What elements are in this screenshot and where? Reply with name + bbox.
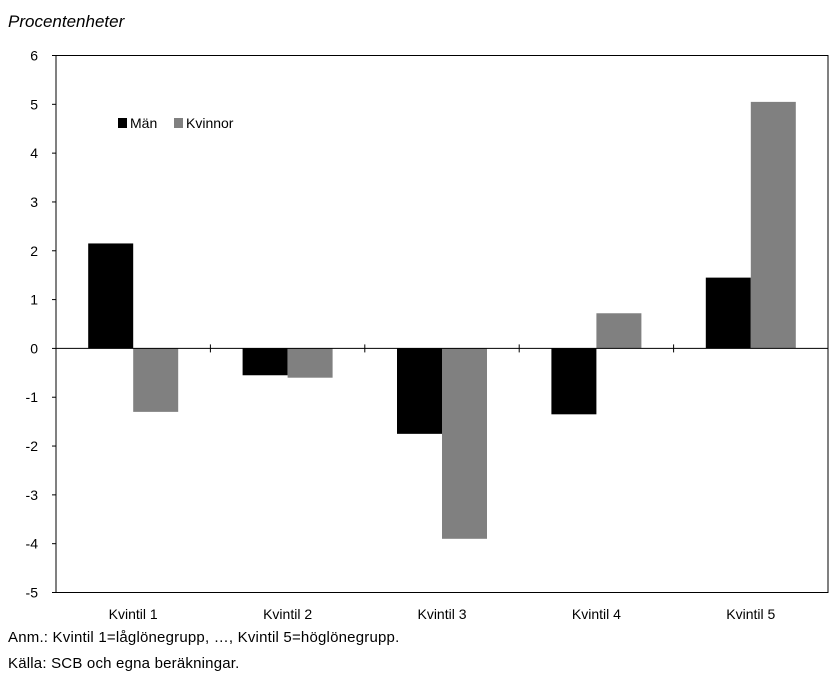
y-tick-label: 3 [30,194,38,210]
y-axis-unit-label: Procentenheter [8,12,125,31]
bar-man [242,348,288,376]
y-tick-label: 2 [30,243,38,259]
legend: Män Kvinnor [118,115,234,131]
bar-kvinnor [596,313,642,349]
bar-kvinnor [442,348,487,539]
bar-kvinnor [750,101,796,349]
x-category-label: Kvintil 1 [109,606,158,622]
y-tick-label: 5 [30,96,38,112]
y-tick-label: 4 [30,145,38,161]
y-tick-label: 6 [30,48,38,64]
y-tick-label: -4 [26,536,39,552]
plot-area-frame [55,55,829,593]
x-category-label: Kvintil 5 [726,606,775,622]
y-tick-label: -3 [26,487,39,503]
legend-label: Kvinnor [186,115,234,131]
chart-note: Anm.: Kvintil 1=låglönegrupp, …, Kvintil… [8,629,400,646]
y-axis: 6 5 4 3 2 1 0 -1 -2 -3 -4 -5 [26,48,56,601]
bar-man [705,277,751,349]
bar-man [551,348,597,415]
y-tick-label: 0 [30,340,38,356]
y-tick-label: -2 [26,438,39,454]
chart-source: Källa: SCB och egna beräkningar. [8,655,240,672]
legend-swatch [174,118,183,128]
y-tick-label: -1 [26,389,39,405]
x-category-label: Kvintil 4 [572,606,621,622]
bar-group [88,101,796,539]
bar-man [88,243,134,349]
bar-kvinnor [287,348,333,378]
x-category-label: Kvintil 2 [263,606,312,622]
y-tick-label: 1 [30,292,38,308]
y-tick-label: -5 [26,585,39,601]
bar-kvinnor [133,348,179,412]
legend-label: Män [130,115,157,131]
legend-swatch [118,118,127,128]
bar-man [397,348,442,434]
x-category-label: Kvintil 3 [417,606,466,622]
x-axis: Kvintil 1 Kvintil 2 Kvintil 3 Kvintil 4 Kvin… [109,344,776,622]
